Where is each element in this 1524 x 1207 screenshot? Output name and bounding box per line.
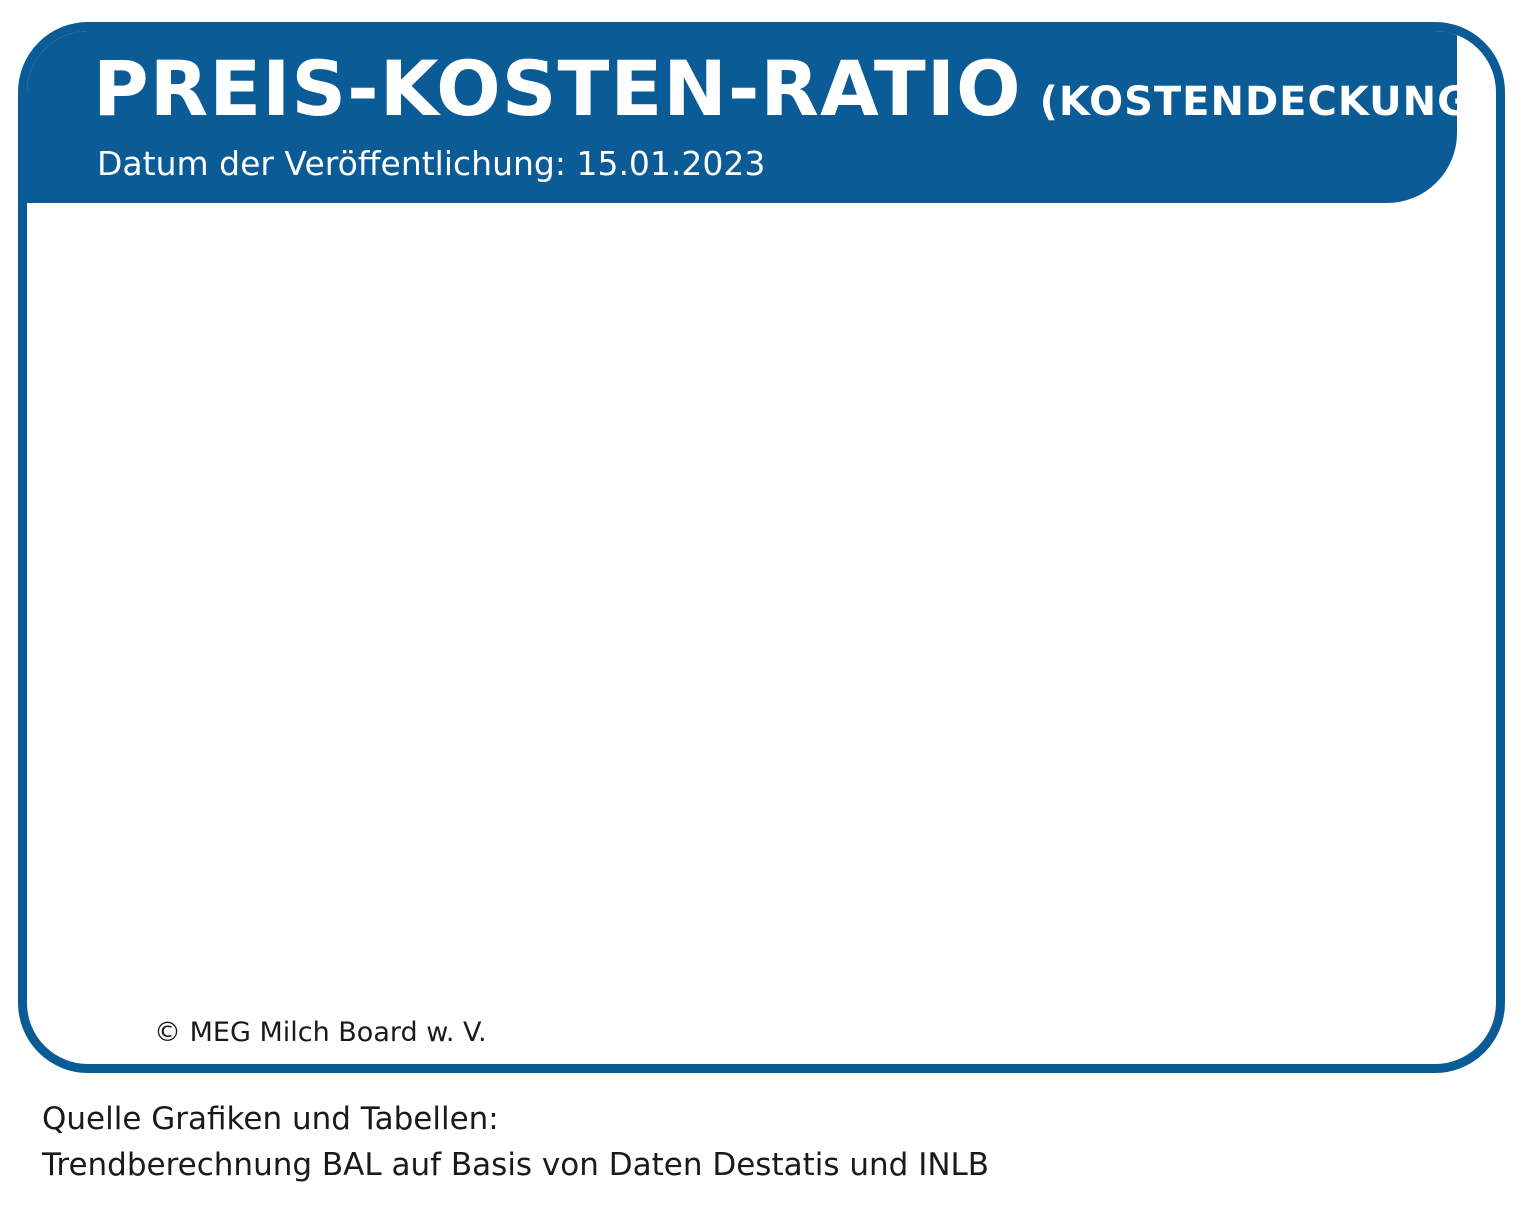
source-line-2: Trendberechnung BAL auf Basis von Daten …	[42, 1147, 990, 1183]
publication-date: Datum der Veröffentlichung: 15.01.2023	[97, 144, 766, 183]
source-line-1: Quelle Grafiken und Tabellen:	[42, 1101, 499, 1137]
title-main: PREIS-KOSTEN-RATIO	[93, 44, 1022, 133]
copyright: © MEG Milch Board w. V.	[154, 1017, 487, 1048]
header-banner: PREIS-KOSTEN-RATIO (KOSTENDECKUNG) Datum …	[27, 31, 1489, 203]
title-suffix: (KOSTENDECKUNG)	[1039, 79, 1491, 125]
chart-frame: PREIS-KOSTEN-RATIO (KOSTENDECKUNG) Datum …	[18, 22, 1505, 1073]
chart-title: PREIS-KOSTEN-RATIO (KOSTENDECKUNG)	[93, 51, 1490, 127]
